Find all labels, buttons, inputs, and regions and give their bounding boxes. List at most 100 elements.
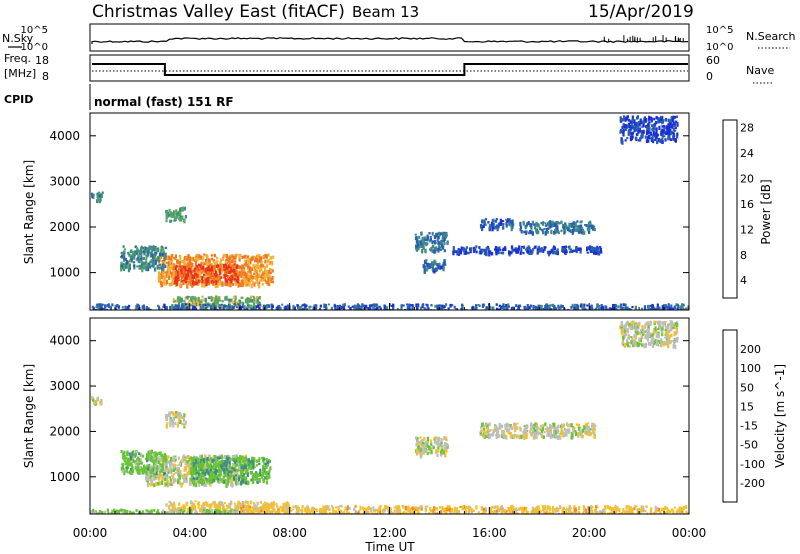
radar-cell <box>215 305 218 309</box>
radar-cell <box>255 459 258 464</box>
radar-cell <box>330 306 333 310</box>
radar-cell <box>142 466 145 471</box>
radar-cell <box>123 471 126 476</box>
radar-cell <box>218 269 221 273</box>
radar-cell <box>244 465 247 470</box>
radar-cell <box>588 227 591 232</box>
radar-cell <box>303 303 306 306</box>
radar-cell <box>270 277 273 281</box>
radar-cell <box>534 306 537 310</box>
radar-cell <box>99 194 102 199</box>
radar-cell <box>616 308 619 310</box>
radar-cell <box>106 304 109 307</box>
radar-cell <box>253 282 256 287</box>
radar-cell <box>411 304 414 308</box>
radar-cell <box>197 480 200 484</box>
radar-cell <box>137 456 140 460</box>
radar-cell <box>568 225 571 230</box>
radar-cell <box>271 269 274 273</box>
radar-cell <box>269 466 272 471</box>
radar-cell <box>148 452 151 457</box>
radar-cell <box>152 461 155 466</box>
radar-cell <box>226 283 229 287</box>
radar-cell <box>589 245 592 249</box>
radar-cell <box>186 257 189 261</box>
radar-cell <box>179 283 182 288</box>
radar-cell <box>502 247 505 251</box>
radar-cell <box>237 481 240 486</box>
radar-cell <box>261 465 265 469</box>
radar-cell <box>126 450 129 454</box>
radar-cell <box>474 248 477 251</box>
radar-cell <box>670 304 673 308</box>
radar-cell <box>162 458 165 464</box>
radar-cell <box>146 480 149 483</box>
radar-cell <box>287 308 290 310</box>
radar-cell <box>138 252 142 255</box>
radar-cell <box>519 221 522 227</box>
radar-cell <box>429 236 432 238</box>
radar-cell <box>181 307 184 310</box>
radar-cell <box>253 306 256 309</box>
radar-cell <box>178 254 181 257</box>
radar-cell <box>219 280 222 286</box>
radar-cell <box>442 261 445 266</box>
radar-cell <box>255 296 258 299</box>
radar-cell <box>182 417 186 422</box>
radar-cell <box>172 423 175 428</box>
radar-cell <box>672 127 675 132</box>
radar-cell <box>422 240 425 243</box>
radar-cell <box>227 505 230 509</box>
radar-cell <box>204 278 207 282</box>
radar-cell <box>593 246 596 249</box>
radar-cell <box>372 306 375 310</box>
radar-cell <box>179 215 182 220</box>
radar-cell <box>140 247 143 252</box>
radar-cell <box>215 455 218 460</box>
radar-cell <box>222 460 225 463</box>
radar-cell <box>253 269 256 273</box>
radar-cell <box>648 115 651 121</box>
radar-cell <box>604 305 607 309</box>
radar-cell <box>124 461 127 466</box>
radar-cell <box>651 124 654 128</box>
radar-cell <box>242 270 245 274</box>
radar-cell <box>188 470 191 476</box>
radar-cell <box>188 457 191 462</box>
radar-cell <box>644 308 647 310</box>
radar-cell <box>281 303 284 306</box>
radar-cell <box>241 474 244 478</box>
radar-cell <box>557 512 560 514</box>
radar-cell <box>255 464 258 467</box>
radar-cell <box>172 300 175 303</box>
radar-cell <box>220 306 223 310</box>
radar-cell <box>190 507 193 510</box>
radar-cell <box>213 474 216 479</box>
power-colorbar-tick: 24 <box>740 147 754 160</box>
radar-cell <box>174 421 177 426</box>
radar-cell <box>172 455 175 459</box>
radar-cell <box>544 231 547 235</box>
radar-cell <box>546 231 550 234</box>
radar-cell <box>507 303 510 308</box>
radar-cell <box>122 245 125 248</box>
radar-cell <box>204 302 207 305</box>
radar-cell <box>252 263 255 269</box>
radar-cell <box>507 305 510 308</box>
radar-cell <box>225 508 228 511</box>
radar-cell <box>172 274 175 278</box>
radar-cell <box>669 138 672 141</box>
radar-cell <box>180 483 183 488</box>
radar-cell <box>223 455 226 459</box>
radar-cell <box>482 224 485 229</box>
radar-cell <box>284 504 287 508</box>
radar-cell <box>214 475 217 480</box>
radar-cell <box>284 305 287 310</box>
radar-cell <box>563 231 566 235</box>
radar-cell <box>227 276 230 279</box>
radar-cell <box>628 308 631 310</box>
radar-cell <box>125 470 128 473</box>
radar-cell <box>254 281 257 284</box>
radar-cell <box>259 500 262 504</box>
radar-cell <box>216 480 219 483</box>
